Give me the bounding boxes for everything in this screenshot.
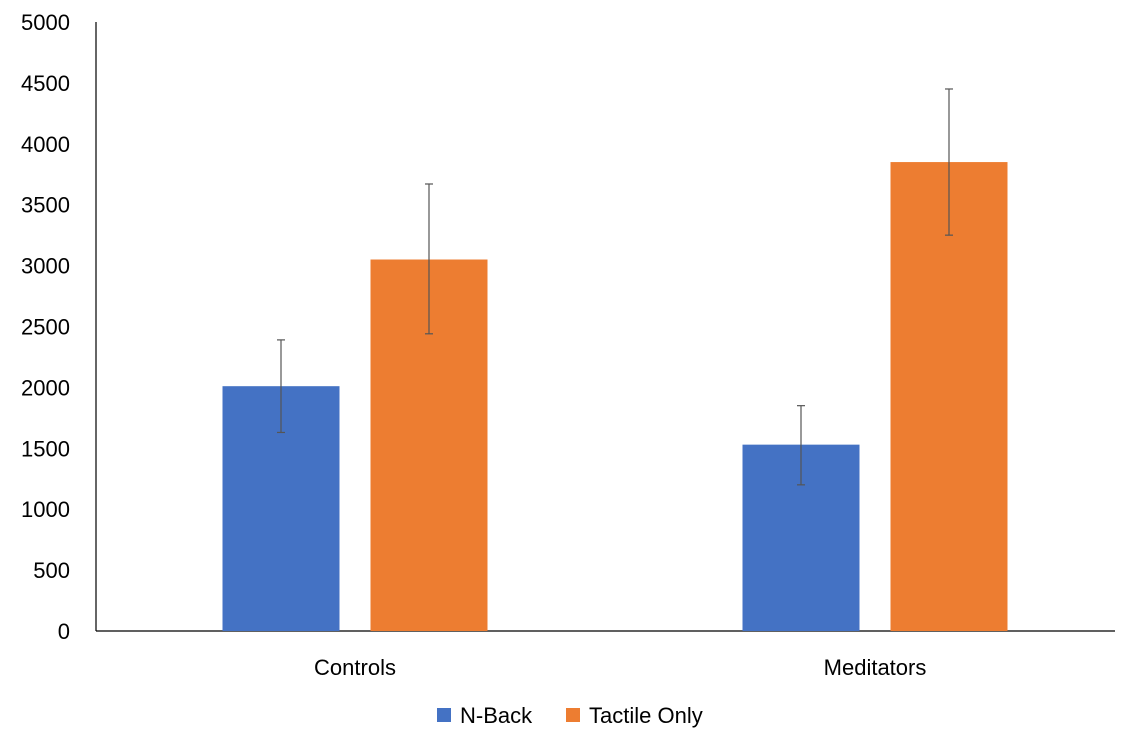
y-tick-label: 3500	[21, 193, 70, 218]
chart-bars	[222, 162, 1008, 631]
y-tick-label: 4000	[21, 132, 70, 157]
y-axis-ticks: 0 500 1000 1500 2000 2500 3000 3500 4000 4500 5000	[21, 10, 70, 644]
y-tick-label: 500	[33, 558, 70, 583]
legend-label: N-Back	[460, 703, 533, 728]
x-category-label: Controls	[314, 655, 396, 680]
error-bars	[277, 88, 953, 486]
x-axis-categories: Controls Meditators	[314, 655, 926, 680]
y-tick-label: 5000	[21, 10, 70, 35]
y-tick-label: 4500	[21, 71, 70, 96]
legend-swatch	[566, 708, 580, 722]
y-tick-label: 2000	[21, 375, 70, 400]
y-tick-label: 2500	[21, 315, 70, 340]
y-tick-label: 1000	[21, 497, 70, 522]
bar	[890, 162, 1008, 631]
x-category-label: Meditators	[824, 655, 927, 680]
legend-swatch	[437, 708, 451, 722]
y-tick-label: 0	[58, 619, 70, 644]
chart-legend: N-Back Tactile Only	[437, 703, 703, 728]
y-tick-label: 3000	[21, 254, 70, 279]
y-tick-label: 1500	[21, 436, 70, 461]
legend-label: Tactile Only	[589, 703, 703, 728]
